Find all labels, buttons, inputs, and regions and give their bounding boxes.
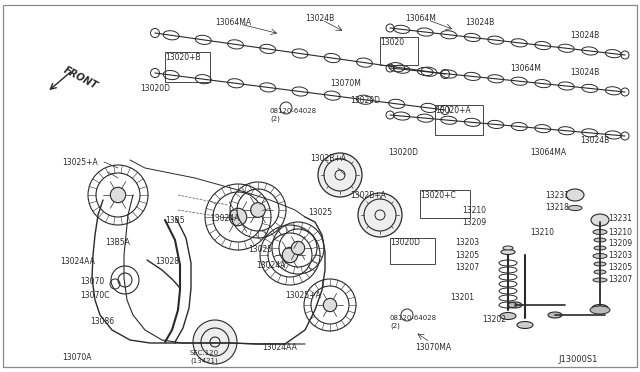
Text: 13020D: 13020D [350, 96, 380, 105]
Text: 13205: 13205 [455, 251, 479, 260]
Text: J13000S1: J13000S1 [558, 356, 597, 365]
Circle shape [282, 247, 298, 263]
Ellipse shape [594, 238, 606, 242]
Bar [165, 52, 210, 82]
Text: 13231: 13231 [545, 190, 569, 199]
Text: 08120-64028
(2): 08120-64028 (2) [390, 315, 437, 329]
Circle shape [193, 320, 237, 364]
Circle shape [110, 187, 125, 203]
Text: 13020: 13020 [380, 38, 404, 46]
Text: 13070M: 13070M [330, 78, 361, 87]
Bar [380, 37, 418, 65]
Circle shape [358, 193, 402, 237]
Text: 13020D: 13020D [390, 237, 420, 247]
Bar [435, 105, 483, 135]
Ellipse shape [590, 306, 610, 314]
Bar [390, 238, 435, 264]
Text: 13020+C: 13020+C [420, 190, 456, 199]
Ellipse shape [508, 302, 522, 308]
Text: 13024A: 13024A [256, 260, 285, 269]
Text: 13210: 13210 [608, 228, 632, 237]
Text: 13B5A: 13B5A [105, 237, 130, 247]
Text: 13024B: 13024B [570, 67, 599, 77]
Circle shape [291, 241, 305, 255]
Ellipse shape [517, 321, 533, 328]
Ellipse shape [503, 246, 513, 250]
Text: 13209: 13209 [462, 218, 486, 227]
Circle shape [251, 203, 266, 217]
Text: 13024AA: 13024AA [262, 343, 297, 353]
Text: 13231: 13231 [608, 214, 632, 222]
Text: 13024AA: 13024AA [60, 257, 95, 266]
Text: 13207: 13207 [608, 275, 632, 283]
Ellipse shape [500, 312, 516, 320]
Circle shape [323, 298, 337, 312]
Ellipse shape [592, 305, 608, 311]
Text: 13218: 13218 [545, 202, 569, 212]
Text: 13024A: 13024A [210, 214, 239, 222]
Bar [420, 190, 470, 218]
Text: 13064M: 13064M [405, 13, 436, 22]
Text: 13024B: 13024B [305, 13, 334, 22]
Circle shape [318, 153, 362, 197]
Ellipse shape [501, 250, 515, 254]
Text: 13070A: 13070A [62, 353, 92, 362]
Circle shape [229, 208, 247, 226]
Text: 13070C: 13070C [80, 291, 109, 299]
Text: 13070MA: 13070MA [415, 343, 451, 353]
Text: 1302B+A: 1302B+A [310, 154, 346, 163]
Text: 13201: 13201 [450, 294, 474, 302]
Text: 13207: 13207 [455, 263, 479, 273]
Text: 13064MA: 13064MA [215, 17, 251, 26]
Text: 13020D: 13020D [140, 83, 170, 93]
Ellipse shape [566, 189, 584, 201]
Text: 13205: 13205 [608, 263, 632, 273]
Ellipse shape [594, 246, 606, 250]
Text: 13024B: 13024B [570, 31, 599, 39]
Text: 13210: 13210 [530, 228, 554, 237]
Text: 13210: 13210 [462, 205, 486, 215]
Text: 13020+A: 13020+A [435, 106, 471, 115]
Ellipse shape [593, 253, 607, 259]
Text: 13064MA: 13064MA [530, 148, 566, 157]
Text: FRONT: FRONT [62, 65, 99, 91]
Text: 13020+B: 13020+B [165, 52, 200, 61]
Text: 08120-64028
(2): 08120-64028 (2) [270, 108, 317, 122]
Ellipse shape [568, 205, 582, 211]
Text: 1302B+A: 1302B+A [350, 190, 386, 199]
Text: 13086: 13086 [90, 317, 114, 327]
Text: 13025+A: 13025+A [285, 291, 321, 299]
Text: 13028: 13028 [155, 257, 179, 266]
Text: 13025+A: 13025+A [62, 157, 98, 167]
Text: 13203: 13203 [608, 251, 632, 260]
Ellipse shape [548, 312, 562, 318]
Text: 13020D: 13020D [388, 148, 418, 157]
Text: SEC.120
(13421): SEC.120 (13421) [190, 350, 219, 364]
Text: 13025: 13025 [248, 246, 272, 254]
Text: 13025: 13025 [308, 208, 332, 217]
Text: 13070: 13070 [80, 278, 104, 286]
Text: 13064M: 13064M [510, 64, 541, 73]
Ellipse shape [593, 278, 607, 282]
Text: 13202: 13202 [482, 315, 506, 324]
Ellipse shape [594, 262, 606, 266]
Ellipse shape [594, 270, 606, 274]
Text: 13203: 13203 [455, 237, 479, 247]
Ellipse shape [593, 230, 607, 234]
Text: 13024B: 13024B [580, 135, 609, 144]
Ellipse shape [591, 214, 609, 226]
Text: 13B5: 13B5 [165, 215, 184, 224]
Text: 13209: 13209 [608, 240, 632, 248]
Text: 13024B: 13024B [465, 17, 494, 26]
